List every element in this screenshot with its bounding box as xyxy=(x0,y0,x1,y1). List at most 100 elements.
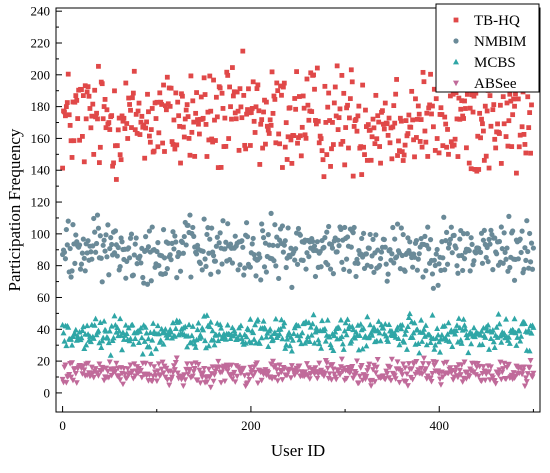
data-point xyxy=(465,349,472,356)
data-point xyxy=(305,102,311,108)
data-point xyxy=(355,113,361,119)
data-point xyxy=(124,366,131,372)
data-point xyxy=(401,338,408,345)
data-point xyxy=(154,99,160,105)
data-point xyxy=(209,364,216,370)
data-point xyxy=(148,278,154,284)
data-point xyxy=(390,224,396,231)
data-point xyxy=(409,334,416,340)
data-point xyxy=(309,109,315,114)
data-point xyxy=(130,341,137,347)
data-point xyxy=(523,257,529,263)
data-point xyxy=(460,267,466,274)
data-point xyxy=(313,118,318,123)
data-point xyxy=(237,86,243,92)
data-point xyxy=(202,337,209,344)
data-point xyxy=(251,336,258,342)
data-point xyxy=(149,106,155,111)
data-point xyxy=(118,332,125,338)
data-point xyxy=(322,235,328,241)
data-point xyxy=(193,251,200,257)
data-point xyxy=(340,139,346,144)
data-point xyxy=(486,236,492,242)
data-point xyxy=(284,335,291,342)
data-point xyxy=(404,383,411,389)
data-point xyxy=(480,364,487,370)
data-point xyxy=(284,372,291,379)
data-point xyxy=(432,148,438,153)
data-point xyxy=(336,372,343,378)
data-point xyxy=(506,213,512,219)
data-point xyxy=(209,136,215,142)
data-point xyxy=(452,369,459,375)
data-point xyxy=(527,357,534,364)
data-point xyxy=(257,162,263,167)
data-point xyxy=(99,279,105,285)
data-point xyxy=(457,336,464,343)
data-point xyxy=(335,368,342,374)
data-point xyxy=(345,364,352,371)
data-point xyxy=(131,68,137,74)
data-point xyxy=(391,103,397,109)
data-point xyxy=(367,321,374,328)
data-point xyxy=(473,90,479,96)
data-point xyxy=(408,124,414,130)
data-point xyxy=(372,141,378,147)
data-point xyxy=(63,226,69,233)
data-point xyxy=(185,114,191,119)
data-point xyxy=(383,261,389,267)
y-tick-label: 40 xyxy=(37,322,50,337)
data-point xyxy=(398,225,404,231)
data-point xyxy=(453,327,460,334)
data-point xyxy=(356,103,362,109)
data-point xyxy=(186,136,192,141)
data-point xyxy=(376,119,382,125)
data-point xyxy=(463,376,470,382)
data-point xyxy=(174,142,180,148)
data-point xyxy=(282,144,288,150)
data-point xyxy=(433,251,439,257)
data-point xyxy=(85,238,91,244)
data-point xyxy=(229,116,234,122)
data-point xyxy=(91,215,97,222)
data-point xyxy=(115,127,121,133)
data-point xyxy=(433,335,440,341)
data-point xyxy=(68,274,74,280)
data-point xyxy=(198,333,205,340)
data-point xyxy=(260,228,266,234)
data-point xyxy=(269,358,276,365)
data-point xyxy=(193,110,199,116)
data-point xyxy=(453,90,459,95)
data-point xyxy=(168,85,174,91)
data-point xyxy=(430,103,435,109)
data-point xyxy=(368,264,374,270)
data-point xyxy=(198,94,204,100)
data-point xyxy=(158,366,165,373)
data-point xyxy=(130,90,136,96)
y-tick-label: 20 xyxy=(37,354,50,369)
data-point xyxy=(293,246,299,252)
data-point xyxy=(63,104,69,110)
data-point xyxy=(307,324,314,330)
data-point xyxy=(275,243,281,249)
data-point xyxy=(256,108,262,114)
data-point xyxy=(77,137,82,143)
data-point xyxy=(243,146,249,152)
data-point xyxy=(325,104,331,110)
data-point xyxy=(213,94,219,100)
data-point xyxy=(367,231,373,238)
data-point xyxy=(371,125,377,131)
data-point xyxy=(146,109,151,115)
data-point xyxy=(445,245,452,251)
data-point xyxy=(496,238,503,245)
data-point xyxy=(441,322,448,329)
data-point xyxy=(115,244,121,251)
data-point xyxy=(495,310,502,317)
data-point xyxy=(288,347,295,354)
data-point xyxy=(250,235,256,242)
data-point xyxy=(259,221,265,227)
data-point xyxy=(450,91,456,97)
data-point xyxy=(491,102,497,108)
data-point xyxy=(326,371,333,378)
data-point xyxy=(238,104,244,110)
